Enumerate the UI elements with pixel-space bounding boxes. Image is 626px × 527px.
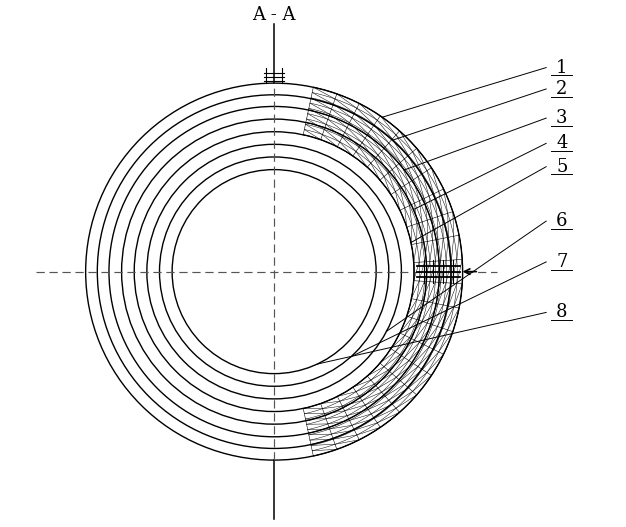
Text: 4: 4 — [556, 134, 567, 152]
Text: 6: 6 — [556, 212, 568, 230]
Text: A - A: A - A — [252, 6, 296, 24]
Text: 5: 5 — [556, 158, 567, 175]
Text: 8: 8 — [556, 304, 568, 321]
Text: 1: 1 — [556, 58, 568, 76]
Text: 7: 7 — [556, 253, 567, 271]
Text: 3: 3 — [556, 109, 568, 127]
Text: 2: 2 — [556, 80, 567, 98]
